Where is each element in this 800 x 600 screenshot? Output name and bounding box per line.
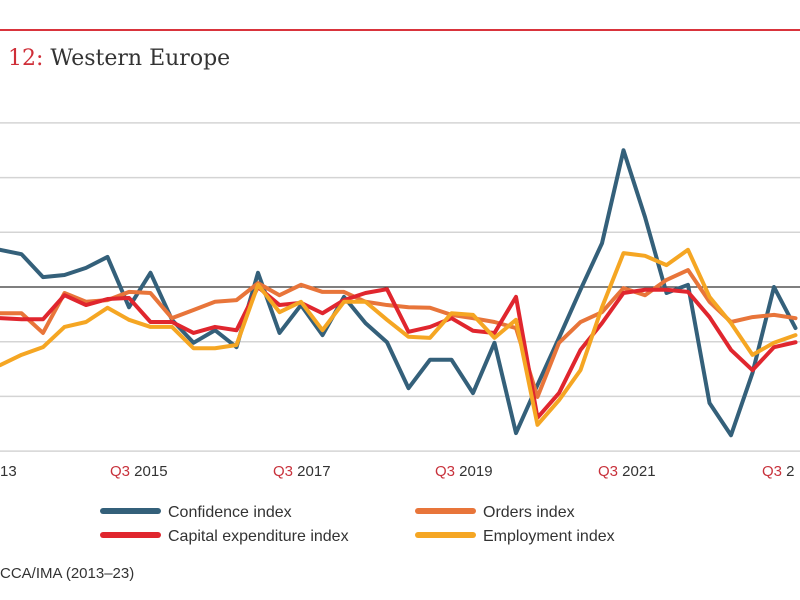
chart-title: 12: Western Europe — [8, 46, 230, 71]
series-line-employment-index — [0, 247, 798, 427]
x-tick-label: Q3 2019 — [435, 463, 493, 480]
series-lines — [0, 148, 798, 438]
tick-quarter: Q3 — [598, 463, 618, 480]
tick-year: 2 — [782, 463, 795, 480]
tick-year: 2017 — [293, 463, 331, 480]
legend-label: Capital expenditure index — [168, 528, 349, 545]
legend-label: Orders index — [483, 504, 575, 521]
figure-number: 12: — [8, 46, 44, 71]
legend-item: Employment index — [415, 528, 615, 545]
series-line-capital-expenditure-index — [0, 285, 798, 420]
tick-year: 2019 — [455, 463, 493, 480]
tick-year: 13 — [0, 463, 17, 480]
tick-year: 2021 — [618, 463, 656, 480]
legend: Confidence index Orders index Capital expe… — [100, 504, 615, 545]
series-line-confidence-index — [0, 148, 798, 438]
legend-item: Confidence index — [100, 504, 292, 521]
tick-quarter: Q3 — [273, 463, 293, 480]
source-note: CCA/IMA (2013–23) — [0, 565, 135, 582]
legend-label: Confidence index — [168, 504, 292, 521]
tick-year: 2015 — [130, 463, 168, 480]
title-text: Western Europe — [50, 46, 231, 71]
x-axis-tick-labels: 13 Q3 2015 Q3 2017 Q3 2019 Q3 2021 Q3 2 — [0, 463, 795, 480]
x-tick-label: 13 — [0, 463, 17, 480]
x-tick-label: Q3 2017 — [273, 463, 331, 480]
tick-quarter: Q3 — [110, 463, 130, 480]
x-tick-label: Q3 2021 — [598, 463, 656, 480]
legend-label: Employment index — [483, 528, 615, 545]
tick-quarter: Q3 — [435, 463, 455, 480]
legend-item: Capital expenditure index — [100, 528, 349, 545]
legend-item: Orders index — [415, 504, 575, 521]
x-tick-label: Q3 2 — [762, 463, 795, 480]
header-rule — [0, 29, 800, 31]
tick-quarter: Q3 — [762, 463, 782, 480]
x-tick-label: Q3 2015 — [110, 463, 168, 480]
